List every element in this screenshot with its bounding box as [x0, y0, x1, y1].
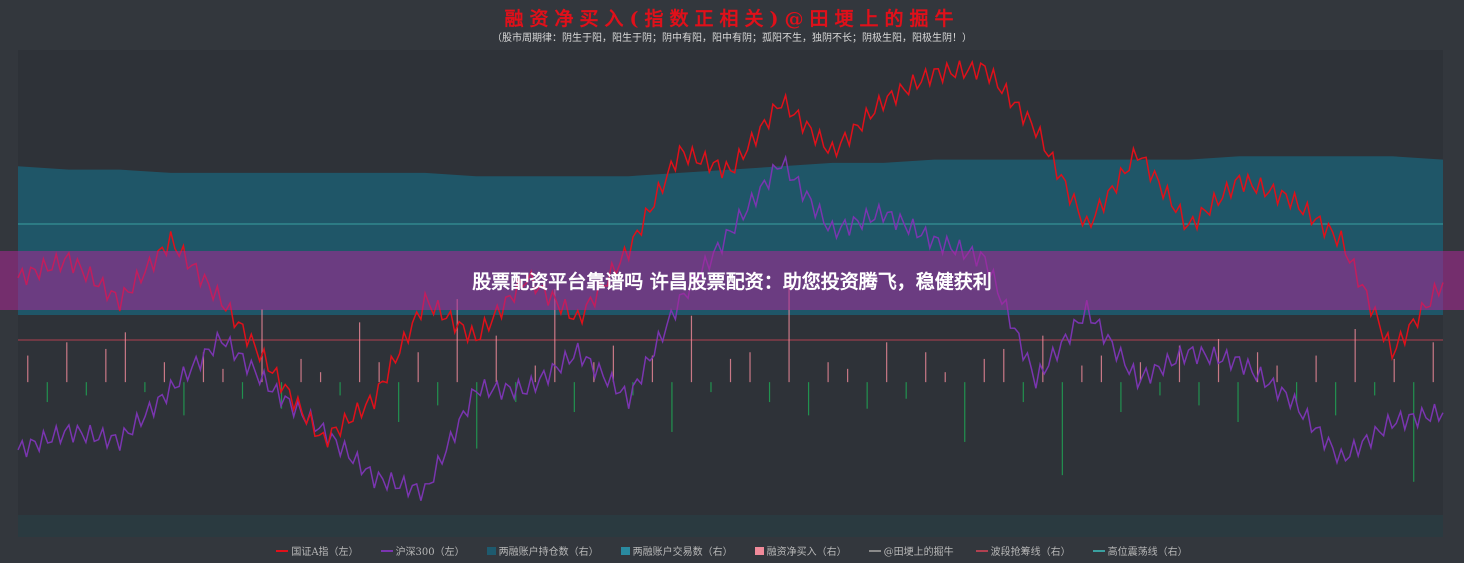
legend-item[interactable]: @田埂上的掘牛 — [868, 543, 954, 558]
legend-marker — [486, 546, 496, 555]
legend-label: 融资净买入（右） — [766, 547, 847, 558]
legend-marker — [975, 549, 988, 552]
legend-item[interactable]: 沪深300（左） — [380, 543, 465, 558]
legend-item[interactable]: 两融账户交易数（右） — [620, 543, 733, 558]
chart-subtitle: （股市周期律：阴生于阳，阳生于阴；阴中有阳，阳中有阴；孤阳不生，独阴不长；阴极生… — [492, 33, 972, 44]
legend-label: 高位震荡线（右） — [1107, 547, 1188, 558]
legend-item[interactable]: 波段抢筹线（右） — [975, 543, 1071, 558]
legend-item[interactable]: 高位震荡线（右） — [1092, 543, 1188, 558]
legend-item[interactable]: 融资净买入（右） — [754, 543, 847, 558]
legend-marker — [380, 549, 393, 552]
legend-marker — [276, 549, 289, 552]
legend-marker — [1092, 549, 1105, 552]
legend-label: @田埂上的掘牛 — [883, 547, 954, 558]
legend-label: 波段抢筹线（右） — [990, 547, 1071, 558]
legend-marker — [620, 546, 630, 555]
line-csi300 — [17, 154, 1444, 501]
chart-title: 融资净买入(指数正相关)@田埂上的掘牛 — [504, 8, 960, 30]
legend-item[interactable]: 两融账户持仓数（右） — [486, 543, 599, 558]
legend-item[interactable]: 国证A指（左） — [276, 543, 359, 558]
legend-marker — [868, 549, 881, 552]
legend-label: 两融账户交易数（右） — [632, 547, 733, 558]
legend-label: 两融账户持仓数（右） — [498, 547, 599, 558]
line-guozheng-a — [17, 59, 1444, 448]
legend-label: 国证A指（左） — [291, 547, 359, 558]
legend: 国证A指（左） 沪深300（左） 两融账户持仓数（右） 两融账户交易数（右） 融资净买入… — [0, 543, 1464, 558]
banner-text: 股票配资平台靠谱吗 许昌股票配资：助您投资腾飞，稳健获利 — [472, 271, 992, 293]
legend-marker — [754, 546, 764, 555]
overlay-banner: 股票配资平台靠谱吗 许昌股票配资：助您投资腾飞，稳健获利 — [0, 251, 1464, 310]
x-axis-band — [18, 515, 1443, 537]
legend-label: 沪深300（左） — [395, 547, 465, 558]
